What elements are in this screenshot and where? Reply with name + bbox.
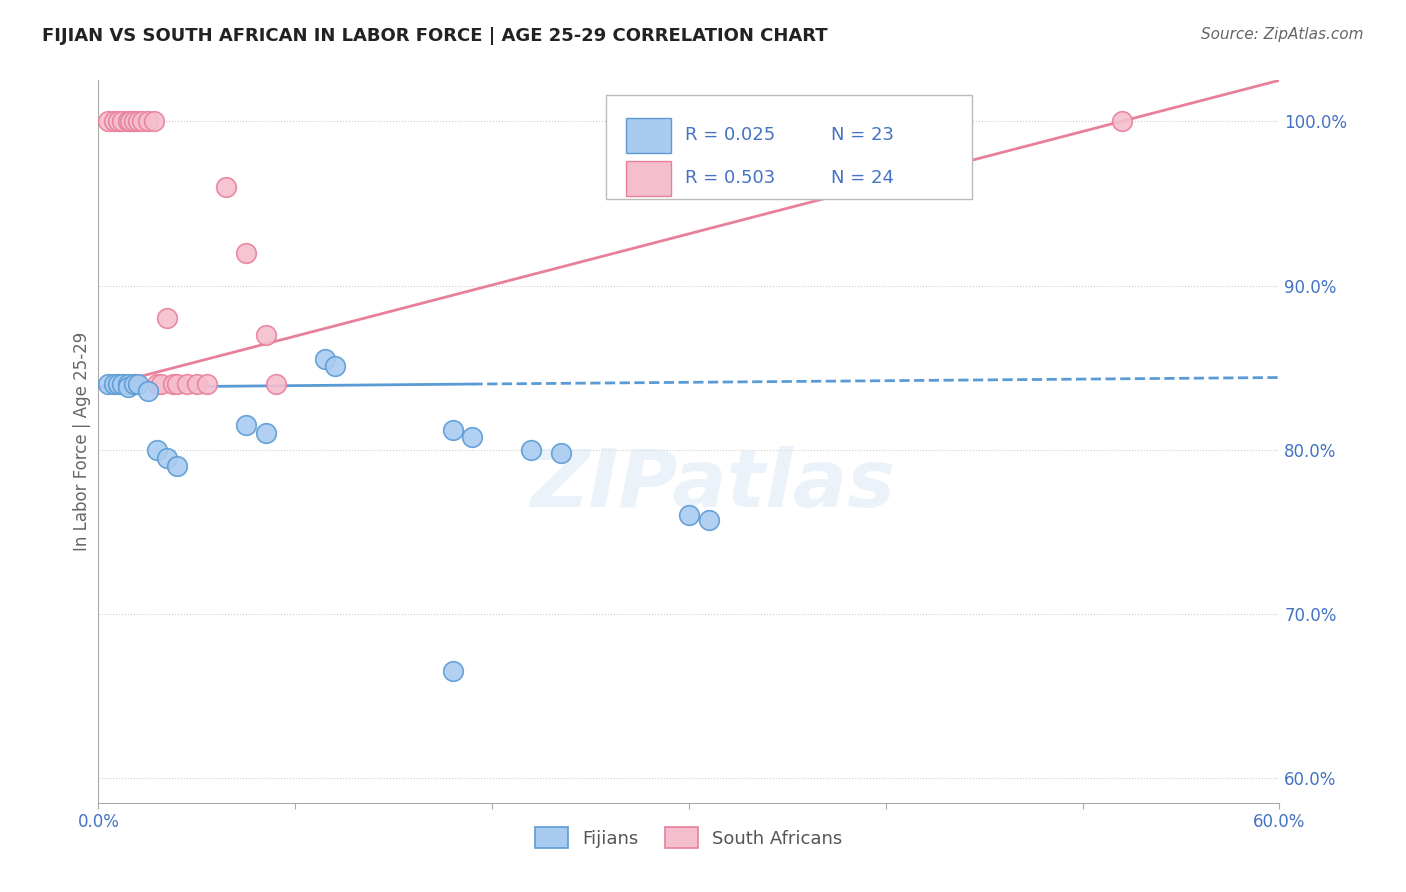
- Point: [441, 665, 464, 679]
- Y-axis label: In Labor Force | Age 25-29: In Labor Force | Age 25-29: [73, 332, 91, 551]
- Point: [146, 377, 169, 392]
- Point: [117, 114, 139, 128]
- Point: [111, 114, 134, 128]
- Point: [111, 377, 134, 392]
- Point: [186, 377, 208, 392]
- Point: [235, 245, 257, 260]
- Point: [235, 418, 257, 433]
- Point: [156, 311, 179, 326]
- Point: [520, 442, 543, 457]
- Text: Source: ZipAtlas.com: Source: ZipAtlas.com: [1201, 27, 1364, 42]
- Point: [678, 508, 700, 523]
- Point: [146, 442, 169, 457]
- Point: [254, 327, 277, 342]
- Point: [136, 114, 159, 128]
- Point: [103, 377, 125, 392]
- Point: [142, 114, 165, 128]
- Point: [166, 377, 188, 392]
- Point: [122, 114, 145, 128]
- Text: ZIPatlas: ZIPatlas: [530, 446, 896, 524]
- FancyBboxPatch shape: [606, 95, 973, 200]
- Point: [441, 423, 464, 437]
- Point: [697, 513, 720, 527]
- Text: N = 23: N = 23: [831, 127, 894, 145]
- Point: [131, 114, 153, 128]
- Point: [136, 384, 159, 398]
- Point: [122, 377, 145, 392]
- Point: [107, 114, 129, 128]
- Point: [107, 377, 129, 392]
- Point: [127, 114, 149, 128]
- Point: [117, 377, 139, 392]
- Point: [254, 426, 277, 441]
- Point: [156, 450, 179, 465]
- Text: N = 24: N = 24: [831, 169, 894, 187]
- Point: [162, 377, 184, 392]
- Point: [1111, 114, 1133, 128]
- Point: [550, 446, 572, 460]
- Point: [103, 114, 125, 128]
- Point: [314, 352, 336, 367]
- Point: [215, 180, 238, 194]
- Point: [461, 429, 484, 443]
- Point: [118, 114, 141, 128]
- FancyBboxPatch shape: [626, 118, 671, 153]
- Point: [127, 377, 149, 392]
- Point: [117, 380, 139, 394]
- Text: R = 0.503: R = 0.503: [685, 169, 776, 187]
- Point: [97, 114, 120, 128]
- Point: [166, 459, 188, 474]
- Text: FIJIAN VS SOUTH AFRICAN IN LABOR FORCE | AGE 25-29 CORRELATION CHART: FIJIAN VS SOUTH AFRICAN IN LABOR FORCE |…: [42, 27, 828, 45]
- FancyBboxPatch shape: [626, 161, 671, 195]
- Point: [264, 377, 287, 392]
- Legend: Fijians, South Africans: Fijians, South Africans: [529, 820, 849, 855]
- Point: [176, 377, 198, 392]
- Point: [150, 377, 173, 392]
- Point: [97, 377, 120, 392]
- Text: R = 0.025: R = 0.025: [685, 127, 776, 145]
- Point: [323, 359, 346, 373]
- Point: [195, 377, 218, 392]
